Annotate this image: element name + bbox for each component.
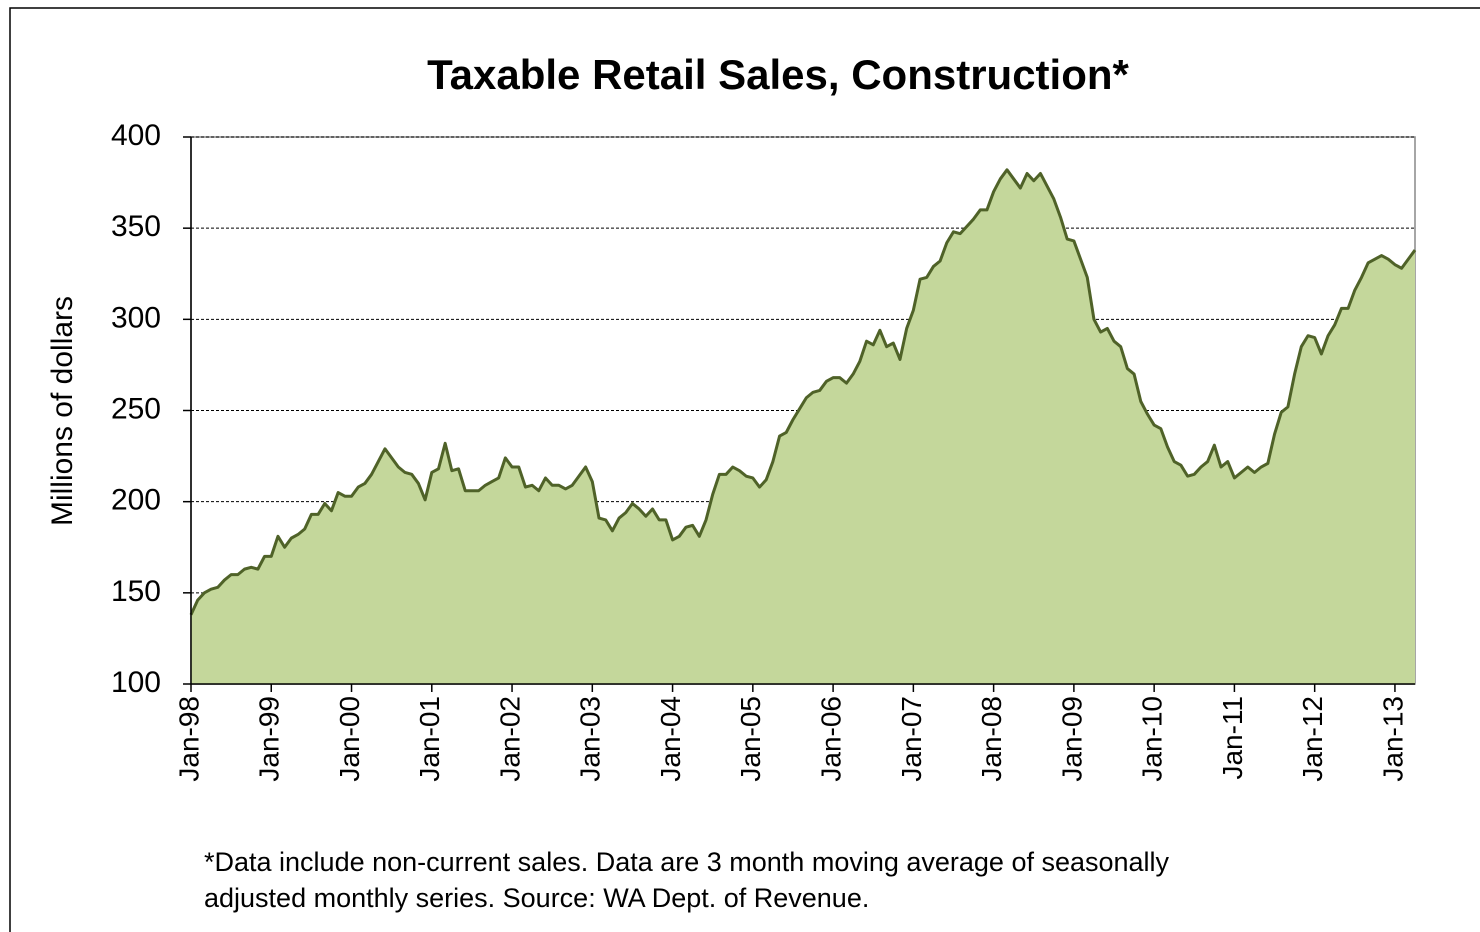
x-tick-label: Jan-13: [1377, 696, 1408, 782]
x-tick-label: Jan-98: [173, 696, 204, 782]
x-tick-label: Jan-10: [1137, 696, 1168, 782]
footnote: adjusted monthly series. Source: WA Dept…: [204, 883, 869, 913]
x-tick-label: Jan-03: [575, 696, 606, 782]
x-tick-label: Jan-00: [334, 696, 365, 782]
y-tick-label: 150: [111, 575, 161, 608]
y-tick-label: 400: [111, 119, 161, 152]
y-tick-label: 100: [111, 666, 161, 699]
x-tick-label: Jan-01: [414, 696, 445, 782]
x-tick-label: Jan-06: [815, 696, 846, 782]
x-tick-label: Jan-08: [976, 696, 1007, 782]
y-tick-label: 300: [111, 301, 161, 334]
y-tick-label: 250: [111, 392, 161, 425]
x-tick-label: Jan-99: [254, 696, 285, 782]
chart-title: Taxable Retail Sales, Construction*: [427, 51, 1129, 98]
footnote: *Data include non-current sales. Data ar…: [204, 847, 1170, 877]
area-line: [189, 168, 1417, 616]
area: [191, 169, 1415, 684]
x-tick-label: Jan-07: [896, 696, 927, 782]
y-tick-label: 350: [111, 210, 161, 243]
x-tick-label: Jan-12: [1297, 696, 1328, 782]
y-tick-label: 200: [111, 484, 161, 517]
x-tick-label: Jan-09: [1056, 696, 1087, 782]
x-tick-label: Jan-02: [494, 696, 525, 782]
x-tick-label: Jan-05: [735, 696, 766, 782]
x-tick-label: Jan-04: [655, 696, 686, 782]
y-axis-label: Millions of dollars: [46, 296, 79, 526]
x-tick-label: Jan-11: [1217, 696, 1248, 780]
